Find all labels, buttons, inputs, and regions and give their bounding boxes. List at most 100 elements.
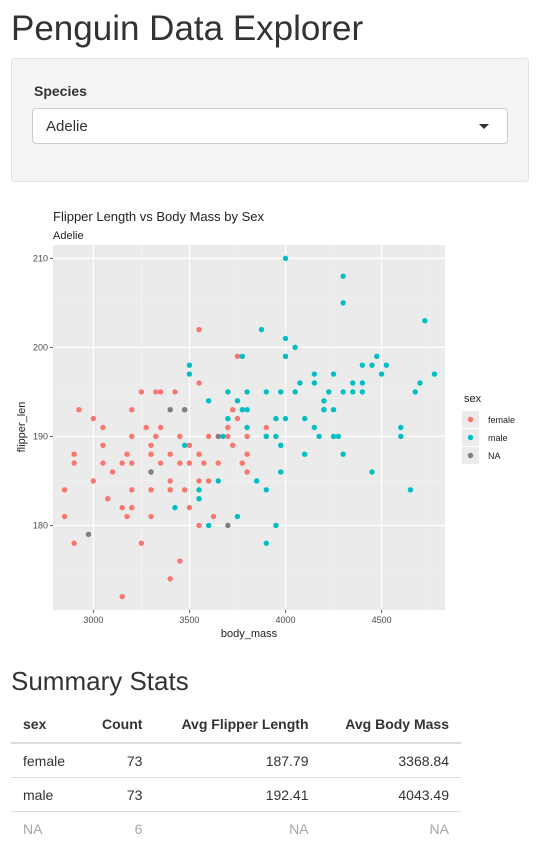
point-male — [205, 398, 212, 404]
point-male — [330, 371, 337, 377]
column-header-sex: sex — [11, 706, 84, 744]
point-male — [244, 389, 250, 395]
point-female — [181, 487, 188, 493]
point-female — [148, 513, 154, 520]
point-female — [234, 353, 241, 359]
y-tick-label: 180 — [33, 520, 48, 530]
y-axis-title: flipper_len — [16, 402, 28, 453]
point-male — [181, 442, 188, 449]
app-title: Penguin Data Explorer — [11, 9, 364, 48]
point-male — [258, 326, 265, 333]
point-male — [431, 371, 438, 377]
point-female — [109, 469, 116, 475]
plot-title: Flipper Length vs Body Mass by Sex — [53, 209, 264, 224]
point-female — [124, 451, 130, 457]
y-tick-label: 210 — [33, 253, 48, 263]
point-female — [229, 406, 236, 413]
y-tick-label: 190 — [33, 431, 48, 441]
point-female — [148, 487, 154, 493]
point-male — [350, 380, 356, 386]
point-male — [340, 300, 346, 306]
point-male — [330, 433, 337, 440]
point-female — [177, 558, 183, 564]
point-female — [210, 513, 217, 520]
point-male — [205, 522, 212, 529]
point-male — [282, 353, 289, 359]
point-female — [167, 451, 173, 457]
point-female — [167, 487, 173, 493]
point-female — [153, 433, 159, 440]
species-select[interactable]: Adelie — [32, 108, 508, 144]
point-female — [186, 504, 193, 511]
plot-ticks: 3000 3500 4000 4500 180 190 200 210 — [33, 253, 392, 625]
point-male — [422, 317, 428, 324]
legend: female male NA — [462, 411, 515, 464]
legend-title: sex — [464, 393, 482, 405]
x-tick-label: 3500 — [179, 615, 199, 625]
point-female — [205, 478, 212, 484]
point-female — [234, 415, 241, 422]
point-male — [196, 496, 202, 502]
point-male — [273, 433, 279, 440]
point-male — [321, 406, 327, 413]
point-male — [297, 380, 303, 386]
point-female — [148, 442, 154, 449]
point-na — [215, 433, 221, 440]
legend-label: male — [488, 433, 508, 443]
point-male — [340, 273, 346, 279]
cell-sex: NA — [11, 811, 84, 845]
point-female — [148, 451, 154, 457]
column-header-avg-body-mass: Avg Body Mass — [320, 706, 461, 744]
point-male — [374, 353, 380, 359]
point-female — [196, 380, 202, 386]
point-female — [90, 478, 97, 484]
point-na — [85, 531, 92, 538]
point-female — [157, 389, 164, 395]
column-header-count: Count — [83, 706, 155, 744]
point-male — [244, 424, 250, 431]
point-male — [263, 433, 269, 440]
point-male — [302, 415, 308, 422]
point-na — [181, 406, 188, 413]
point-female — [225, 433, 231, 440]
point-male — [383, 362, 390, 368]
point-female — [153, 389, 159, 395]
point-male — [412, 389, 418, 395]
cell-avg-body-mass: 4043.49 — [320, 777, 461, 812]
legend-label: NA — [488, 451, 501, 461]
x-axis-title: body_mass — [221, 628, 278, 640]
point-male — [186, 362, 193, 368]
point-male — [278, 442, 284, 449]
point-male — [234, 398, 241, 404]
point-female — [229, 442, 236, 449]
point-male — [340, 451, 346, 457]
point-male — [398, 424, 404, 431]
point-female — [244, 433, 250, 440]
point-male — [369, 469, 375, 475]
point-male — [350, 389, 356, 395]
species-select-value: Adelie — [46, 118, 88, 135]
point-male — [311, 380, 318, 386]
point-male — [407, 487, 414, 493]
point-female — [71, 451, 77, 457]
point-male — [278, 389, 284, 395]
scatter-plot: Flipper Length vs Body Mass by Sex Adeli… — [16, 209, 515, 640]
point-female — [196, 478, 202, 484]
point-female — [119, 504, 125, 511]
plot-points — [61, 255, 438, 600]
point-female — [157, 460, 164, 466]
point-female — [71, 460, 77, 466]
cell-avg-body-mass: 3368.84 — [320, 742, 461, 778]
point-male — [321, 398, 327, 404]
point-male — [220, 433, 226, 440]
point-male — [253, 478, 260, 484]
point-female — [205, 433, 212, 440]
y-tick-label: 200 — [33, 342, 48, 352]
point-male — [282, 335, 289, 342]
x-tick-label: 4000 — [275, 615, 295, 625]
cell-sex: female — [11, 742, 84, 778]
point-male — [359, 380, 366, 386]
legend-label: female — [488, 415, 515, 425]
point-female — [225, 424, 231, 431]
cell-avg-flipper-length: 192.41 — [154, 777, 321, 812]
